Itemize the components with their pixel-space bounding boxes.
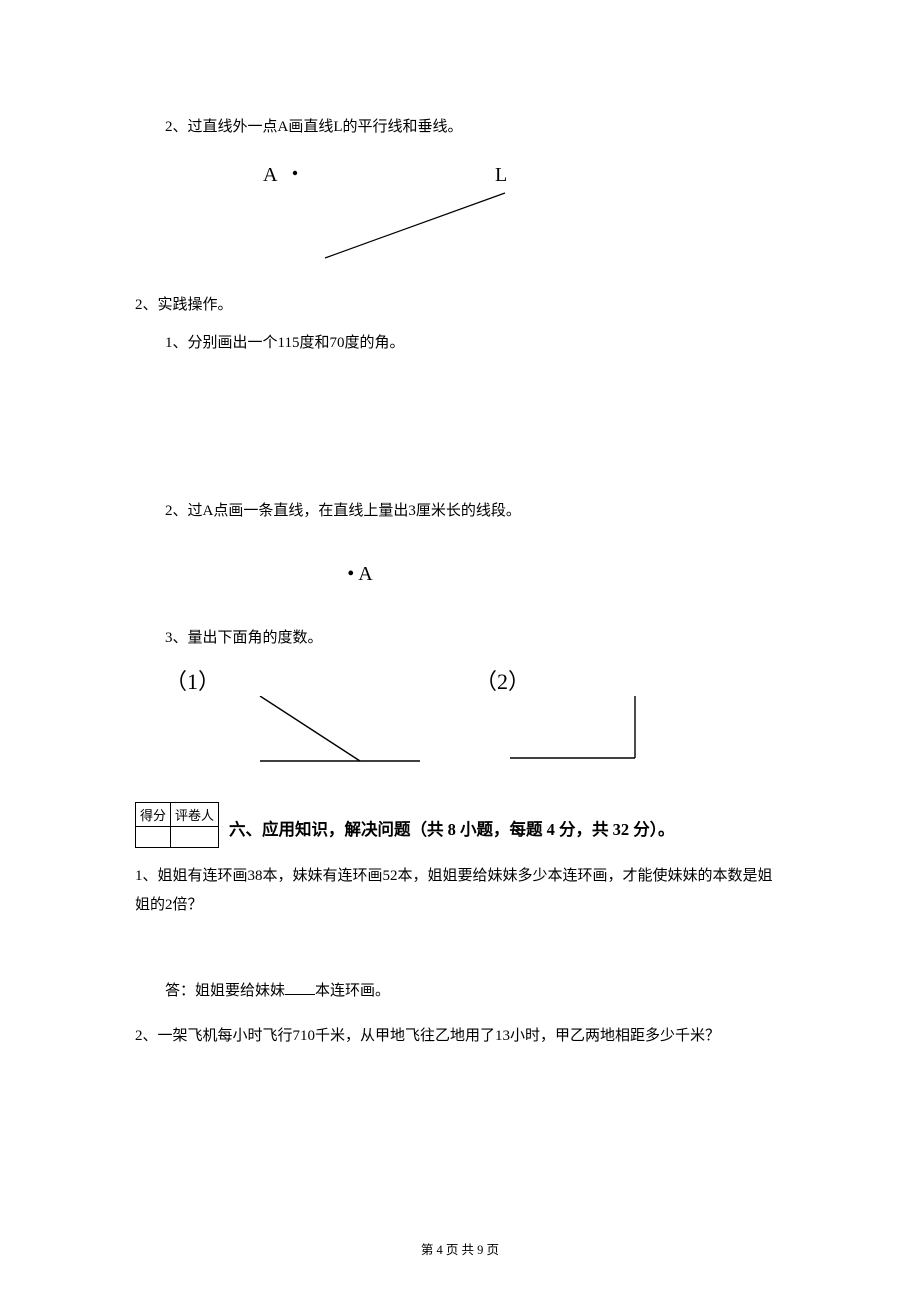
q2-2-text: 2、过A点画一条直线，在直线上量出3厘米长的线段。 [135,499,785,523]
page-footer: 第 4 页 共 9 页 [0,1239,920,1258]
point-A-dot [293,171,297,175]
s6-q1-ans-pre: 答：姐姐要给妹妹 [165,983,285,999]
empty-drawing-space-1 [135,369,785,499]
angle-2-box: （2） [475,664,785,782]
s6-q1-answer: 答：姐姐要给妹妹 本连环画。 [135,979,785,1000]
section-6-header: 得分 评卷人 六、应用知识，解决问题（共 8 小题，每题 4 分，共 32 分）… [135,802,785,848]
point-A-diagram: •A [135,563,785,586]
angle-2-svg [475,696,675,776]
s6-q1: 1、姐姐有连环画38本，妹妹有连环画52本，姐姐要给妹妹多少本连环画，才能使妹妹… [135,862,785,919]
score-header-2: 评卷人 [171,803,219,827]
angle-1-svg [165,696,445,776]
q1-2-text: 2、过直线外一点A画直线L的平行线和垂线。 [135,115,785,139]
angle-diagrams-row: （1） （2） [135,664,785,782]
s6-q2: 2、一架飞机每小时飞行710千米，从甲地飞往乙地用了13小时，甲乙两地相距多少千… [135,1022,785,1051]
point-A-label: A [358,563,372,585]
score-cell-2 [171,827,219,848]
score-cell-1 [136,827,171,848]
score-table: 得分 评卷人 [135,802,219,848]
angle-1-box: （1） [165,664,475,782]
q2-1-text: 1、分别画出一个115度和70度的角。 [135,331,785,355]
score-header-1: 得分 [136,803,171,827]
label-L: L [495,164,507,186]
label-A: A [263,164,278,186]
angle-2-label: （2） [475,664,785,696]
angle-1-line-a [260,696,360,761]
s6-q1-blank [285,979,315,995]
q2-3-text: 3、量出下面角的度数。 [135,626,785,650]
section-6-title: 六、应用知识，解决问题（共 8 小题，每题 4 分，共 32 分）。 [135,802,785,843]
q2-text: 2、实践操作。 [135,293,785,317]
angle-1-label: （1） [165,664,475,696]
line-L [325,193,505,258]
diagram-parallel-perpendicular: A L [135,153,785,293]
s6-q1-ans-post: 本连环画。 [315,983,390,999]
